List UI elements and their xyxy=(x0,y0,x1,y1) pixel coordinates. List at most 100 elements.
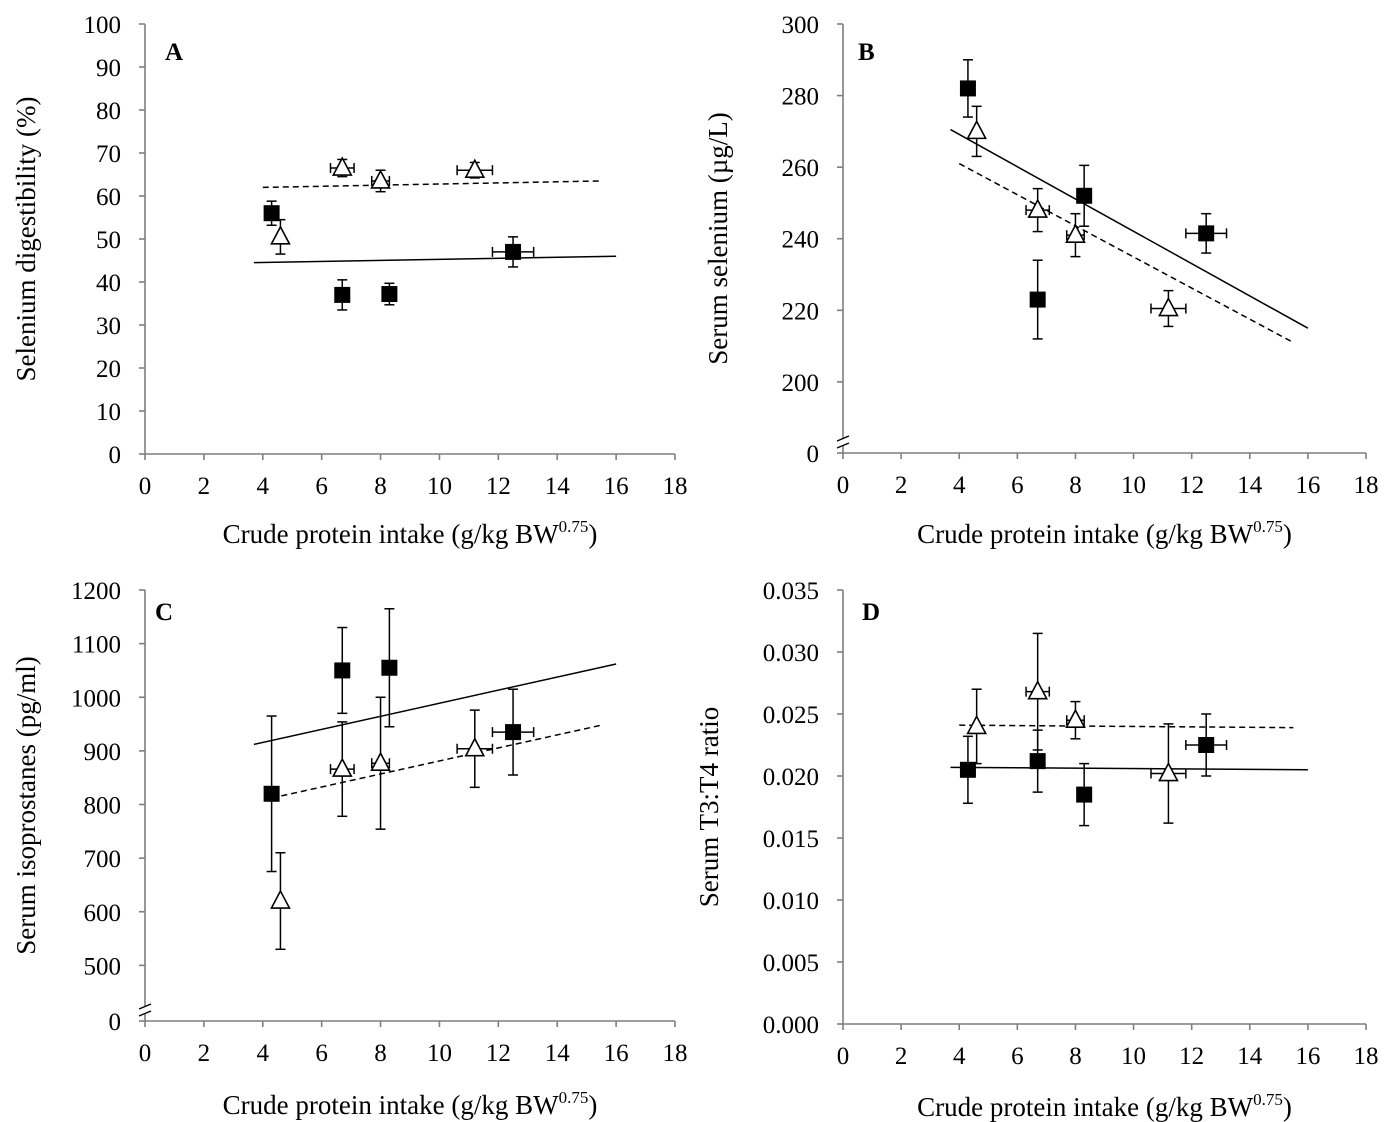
x-tick-label: 2 xyxy=(895,1043,908,1070)
y-tick-label: 500 xyxy=(84,953,122,980)
y-tick-label: 200 xyxy=(782,370,820,397)
y-axis-title: Serum selenium (µg/L) xyxy=(703,112,733,365)
data-point-square xyxy=(381,659,398,676)
data-point-triangle xyxy=(464,158,486,178)
data-point-triangle xyxy=(270,225,291,245)
series-squares xyxy=(950,59,1309,340)
x-tick-label: 14 xyxy=(1237,1043,1263,1070)
data-point-square xyxy=(1198,737,1215,753)
data-point-triangle xyxy=(1158,761,1179,782)
data-point-triangle xyxy=(1027,679,1049,700)
panel-c: 0 2 4 6 8 10 12 14 16 18 500 600 700 800 900 1000 1100 12… xyxy=(11,578,688,1120)
y-tick-label: 20 xyxy=(96,356,121,383)
y-tick-label: 80 xyxy=(96,98,121,125)
x-axis-title-suffix: ) xyxy=(1283,519,1292,549)
y-tick-label: 100 xyxy=(84,12,122,39)
y-tick-label: 260 xyxy=(782,155,820,182)
axis-break-mark xyxy=(836,435,850,442)
x-tick-label: 8 xyxy=(1069,1043,1082,1070)
x-tick-label: 12 xyxy=(486,473,511,500)
data-point-triangle xyxy=(331,757,353,777)
trend-line-solid xyxy=(253,663,617,746)
y-tick-label: 700 xyxy=(84,846,122,873)
y-tick-label: 0.005 xyxy=(763,950,819,977)
y-tick-label: 0.000 xyxy=(763,1012,819,1039)
x-tick-label: 6 xyxy=(1011,1043,1024,1070)
y-tick-label: 0.020 xyxy=(763,764,819,791)
data-point-triangle xyxy=(1027,198,1049,218)
axis-break-mark xyxy=(138,1003,152,1010)
trend-line-dashed xyxy=(959,724,1294,729)
data-point-triangle xyxy=(270,889,291,909)
series-triangles xyxy=(959,632,1294,824)
y-tick-label: 0.015 xyxy=(763,826,819,853)
x-tick-label: 12 xyxy=(1179,472,1204,499)
y-tick-label: 40 xyxy=(96,270,121,297)
x-axis-title-superscript: 0.75 xyxy=(1253,1090,1283,1109)
series-squares xyxy=(253,608,617,873)
data-point-square xyxy=(263,785,280,802)
y-tick-label: 220 xyxy=(782,298,820,325)
x-axis-title: Crude protein intake (g/kg BW0.75) xyxy=(917,1090,1292,1122)
trend-line-solid xyxy=(253,255,617,264)
x-tick-label: 14 xyxy=(545,1040,571,1067)
panel-label: A xyxy=(165,39,183,66)
x-tick-label: 14 xyxy=(545,473,571,500)
data-point-triangle xyxy=(966,119,987,140)
y-tick-label: 900 xyxy=(84,739,122,766)
x-tick-label: 12 xyxy=(486,1040,511,1067)
panel-b: 0 2 4 6 8 10 12 14 16 18 200 220 240 260 280 300 0 B Crude… xyxy=(703,12,1379,549)
data-point-square xyxy=(263,205,280,222)
data-point-square xyxy=(1198,225,1215,242)
y-tick-label: 600 xyxy=(84,900,122,927)
x-tick-label: 4 xyxy=(257,473,270,500)
y-tick-label: 60 xyxy=(96,184,121,211)
y-tick-label: 0.035 xyxy=(763,578,819,605)
data-point-triangle xyxy=(966,714,987,735)
y-tick-label: 1100 xyxy=(72,632,121,659)
trend-line-solid xyxy=(950,766,1308,771)
x-axis-title: Crude protein intake (g/kg BW0.75) xyxy=(223,1088,598,1120)
x-tick-label: 6 xyxy=(1011,472,1024,499)
series-triangles xyxy=(270,696,602,951)
series-squares xyxy=(253,200,617,311)
data-point-triangle xyxy=(370,169,391,189)
x-axis-title-main: Crude protein intake (g/kg BW xyxy=(223,519,559,549)
y-axis-title: Selenium digestibility (%) xyxy=(11,97,41,382)
data-point-square xyxy=(505,243,522,260)
data-point-square xyxy=(334,662,351,679)
x-tick-label: 16 xyxy=(604,1040,629,1067)
y-tick-label: 1200 xyxy=(71,578,121,605)
x-tick-label: 10 xyxy=(1121,1043,1146,1070)
series-squares xyxy=(950,713,1308,827)
panel-a: 0 2 4 6 8 10 12 14 16 18 0 10 20 30 40 50 60 70 80 90 100 A Cr… xyxy=(11,12,688,549)
y-tick-label: 300 xyxy=(782,12,820,39)
x-tick-label: 8 xyxy=(1069,472,1082,499)
y-tick-label: 0 xyxy=(807,441,820,468)
x-tick-label: 8 xyxy=(374,1040,387,1067)
x-axis-title-suffix: ) xyxy=(588,1090,597,1120)
data-point-triangle xyxy=(370,751,391,772)
y-tick-label: 50 xyxy=(96,227,121,254)
x-axis-title-main: Crude protein intake (g/kg BW xyxy=(917,1092,1253,1122)
axis-break-mark xyxy=(836,442,850,449)
x-tick-label: 18 xyxy=(1354,472,1379,499)
x-tick-label: 0 xyxy=(139,473,152,500)
x-axis-title-main: Crude protein intake (g/kg BW xyxy=(917,519,1253,549)
data-point-square xyxy=(959,761,976,778)
data-point-square xyxy=(959,80,976,97)
y-axis-title: Serum isoprostanes (pg/ml) xyxy=(11,656,41,954)
data-point-square xyxy=(1076,187,1093,204)
series-triangles xyxy=(958,105,1294,344)
x-tick-label: 16 xyxy=(1295,1043,1320,1070)
x-tick-label: 10 xyxy=(1121,472,1146,499)
data-point-triangle xyxy=(1065,223,1086,243)
x-tick-label: 2 xyxy=(895,472,908,499)
data-point-triangle xyxy=(1158,296,1179,317)
y-tick-label: 280 xyxy=(782,84,820,111)
y-tick-label: 0.025 xyxy=(763,702,819,729)
x-tick-label: 4 xyxy=(257,1040,270,1067)
x-axis-title-suffix: ) xyxy=(588,519,597,549)
x-tick-label: 8 xyxy=(374,473,387,500)
data-point-triangle xyxy=(1065,708,1086,729)
